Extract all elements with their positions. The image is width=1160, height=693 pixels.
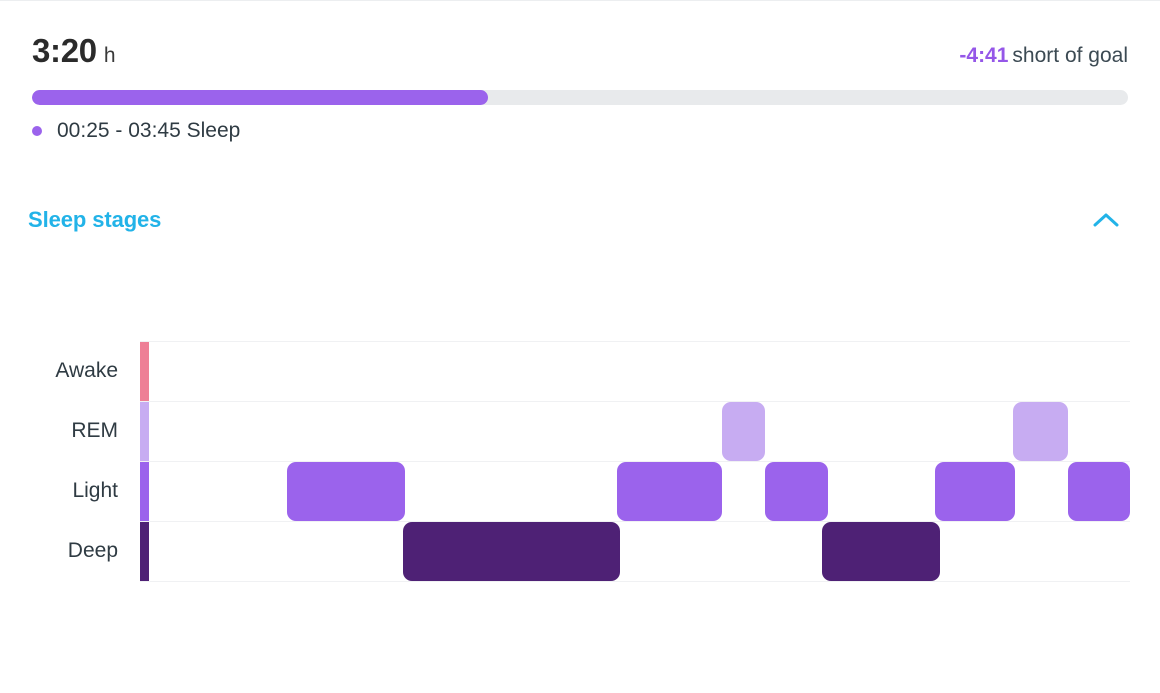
sleep-stage-bar[interactable] xyxy=(822,522,940,581)
y-label-awake: Awake xyxy=(55,359,118,382)
chart-gridline xyxy=(140,341,1130,342)
sleep-stage-bar[interactable] xyxy=(722,402,765,461)
chart-plot-area xyxy=(140,341,1130,582)
goal-label: short of goal xyxy=(1012,44,1128,67)
sleep-stage-bar[interactable] xyxy=(286,462,406,521)
sleep-stages-section-header[interactable]: Sleep stages xyxy=(28,203,1128,237)
sleep-stage-bar[interactable] xyxy=(1067,462,1130,521)
chart-y-axis: Awake REM Light Deep xyxy=(0,341,130,581)
stage-strip-rem xyxy=(140,401,149,461)
section-title: Sleep stages xyxy=(28,207,162,232)
goal-delta: -4:41 xyxy=(959,44,1009,67)
progress-fill xyxy=(32,90,488,105)
chart-gridline xyxy=(140,461,1130,462)
stage-strip-deep xyxy=(140,521,149,581)
sleep-goal-progress-bar xyxy=(32,90,1128,105)
duration-value: 3:20 xyxy=(32,32,97,69)
sleep-period-legend: 00:25 - 03:45 Sleep xyxy=(32,118,240,144)
goal-status: -4:41 short of goal xyxy=(959,44,1128,68)
chart-gridline xyxy=(140,401,1130,402)
y-label-light: Light xyxy=(72,479,118,502)
y-label-rem: REM xyxy=(71,419,118,442)
stage-strip-light xyxy=(140,461,149,521)
stage-color-strip xyxy=(140,341,149,581)
sleep-stage-bar[interactable] xyxy=(764,462,829,521)
sleep-summary-header: 3:20 h -4:41 short of goal xyxy=(32,32,1128,76)
chart-gridline xyxy=(140,581,1130,582)
chevron-up-icon[interactable] xyxy=(1084,203,1128,237)
sleep-stages-chart: Awake REM Light Deep 12:00am1:00am2:00am… xyxy=(0,330,1160,650)
chart-gridline xyxy=(140,521,1130,522)
sleep-stage-bar[interactable] xyxy=(403,522,621,581)
sleep-stage-bar[interactable] xyxy=(1013,402,1068,461)
stage-strip-awake xyxy=(140,341,149,401)
duration-unit: h xyxy=(103,44,116,67)
sleep-period-label: 00:25 - 03:45 Sleep xyxy=(57,119,241,142)
y-label-deep: Deep xyxy=(67,539,118,562)
top-divider xyxy=(0,0,1160,1)
sleep-duration: 3:20 h xyxy=(32,32,116,70)
sleep-dot-icon xyxy=(32,126,42,136)
sleep-stage-bar[interactable] xyxy=(934,462,1016,521)
sleep-stage-bar[interactable] xyxy=(617,462,723,521)
